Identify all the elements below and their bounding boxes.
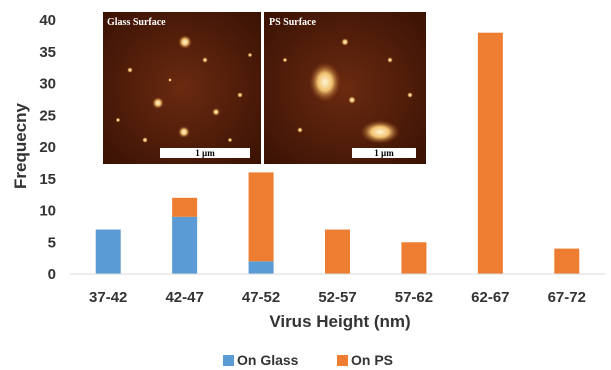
x-tick-label: 67-72: [548, 289, 586, 306]
x-tick-label: 37-42: [89, 289, 127, 306]
inset-glass-scale-label: 1 µm: [195, 148, 215, 158]
inset-ps-surface: PS Surface 1 µm: [264, 12, 426, 164]
bar-on-ps-62-67: [477, 32, 503, 275]
y-tick-label: 5: [48, 234, 56, 251]
y-tick-label: 35: [39, 44, 56, 61]
inset-glass-background: [103, 12, 261, 164]
bar-on-glass-42-47: [172, 216, 198, 274]
inset-ps-background: [264, 12, 426, 164]
inset-ps-scale-label: 1 µm: [374, 148, 394, 158]
x-tick-label: 42-47: [165, 289, 203, 306]
legend-swatch-on-glass: [223, 355, 234, 366]
inset-glass-label: Glass Surface: [107, 17, 166, 28]
x-axis: 37-42 42-47 47-52 52-57 57-62 62-67 67-72: [70, 273, 605, 306]
x-tick-label: 62-67: [471, 289, 509, 306]
bar-on-ps-47-52: [248, 172, 274, 262]
x-axis-title: Virus Height (nm): [269, 312, 410, 331]
inset-ps-scale-bar: [352, 148, 416, 158]
y-tick-label: 10: [39, 203, 56, 220]
x-tick-label: 47-52: [242, 289, 280, 306]
bar-on-ps-67-72: [554, 248, 580, 274]
y-tick-label: 25: [39, 107, 56, 124]
bar-on-glass-47-52: [248, 261, 274, 274]
bar-on-glass-37-42: [95, 229, 121, 274]
bars: [95, 32, 580, 275]
y-axis: 0 5 10 15 20 25 30 35 40: [39, 12, 56, 283]
y-tick-label: 0: [48, 266, 56, 283]
y-tick-label: 40: [39, 12, 56, 29]
inset-ps-label: PS Surface: [269, 17, 317, 28]
bar-on-ps-42-47: [172, 197, 198, 217]
y-axis-title: Frequecny: [11, 102, 30, 189]
inset-glass-particles: [115, 35, 253, 143]
bar-on-ps-52-57: [325, 229, 350, 274]
inset-glass-surface: Glass Surface 1 µm: [103, 12, 261, 164]
legend-label-on-ps: On PS: [351, 352, 393, 368]
x-tick-label: 52-57: [318, 289, 356, 306]
y-tick-label: 20: [39, 139, 56, 156]
inset-glass-scale-bar: [160, 148, 250, 158]
legend-label-on-glass: On Glass: [237, 352, 299, 368]
legend-swatch-on-ps: [337, 355, 348, 366]
legend: On Glass On PS: [223, 352, 393, 368]
inset-ps-particles: [282, 38, 413, 144]
bar-on-ps-57-62: [401, 242, 427, 274]
x-tick-label: 57-62: [395, 289, 433, 306]
y-tick-label: 15: [39, 171, 56, 188]
y-tick-label: 30: [39, 76, 56, 93]
